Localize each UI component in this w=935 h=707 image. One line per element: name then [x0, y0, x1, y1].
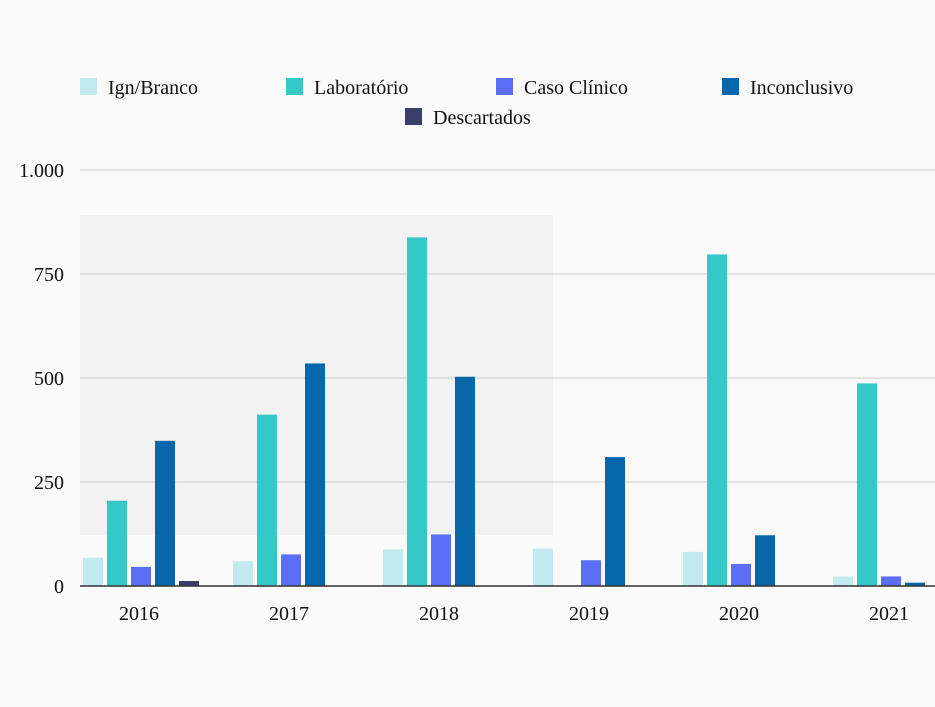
legend-item-descartados: Descartados: [405, 107, 531, 129]
bar-ign-branco-2016: [83, 557, 103, 586]
x-tick-label: 2018: [419, 603, 459, 625]
legend-swatch: [286, 78, 303, 95]
legend-label: Ign/Branco: [108, 77, 198, 99]
x-tick-label: 2016: [119, 603, 159, 625]
legend-swatch: [405, 108, 422, 125]
axes: 0 250 500 750 1.000 2016 2017 2018 2019 2020 2021: [19, 160, 935, 625]
bar-ign-branco-2017: [233, 561, 253, 586]
legend-swatch: [722, 78, 739, 95]
legend-label: Caso Clínico: [524, 77, 628, 99]
bars: [83, 237, 925, 586]
bar-laborat-rio-2021: [857, 383, 877, 586]
legend-swatch: [496, 78, 513, 95]
x-tick-label: 2020: [719, 603, 759, 625]
bar-inconclusivo-2021: [905, 582, 925, 586]
bar-inconclusivo-2016: [155, 440, 175, 586]
bar-inconclusivo-2017: [305, 363, 325, 586]
bar-inconclusivo-2018: [455, 376, 475, 586]
legend-item-inconclusivo: Inconclusivo: [722, 77, 853, 99]
bar-caso-cl-nico-2016: [131, 566, 151, 586]
legend-item-caso-cl-nico: Caso Clínico: [496, 77, 628, 99]
bar-inconclusivo-2019: [605, 457, 625, 586]
gridlines: [80, 169, 935, 483]
legend-item-ign-branco: Ign/Branco: [80, 77, 198, 99]
legend-label: Descartados: [433, 107, 531, 129]
y-tick-label: 250: [34, 472, 64, 494]
legend-item-laborat-rio: Laboratório: [286, 77, 408, 99]
bar-caso-cl-nico-2019: [581, 560, 601, 586]
bar-laborat-rio-2017: [257, 414, 277, 586]
bar-laborat-rio-2020: [707, 254, 727, 586]
bar-caso-cl-nico-2018: [431, 534, 451, 586]
bar-laborat-rio-2016: [107, 500, 127, 586]
legend-label: Inconclusivo: [750, 77, 853, 99]
legend-label: Laboratório: [314, 77, 408, 99]
bar-ign-branco-2018: [383, 549, 403, 586]
y-tick-label: 750: [34, 264, 64, 286]
y-tick-label: 1.000: [19, 160, 64, 182]
bar-caso-cl-nico-2020: [731, 563, 751, 586]
bar-descartados-2016: [179, 581, 199, 586]
y-tick-label: 0: [54, 576, 64, 598]
bar-ign-branco-2020: [683, 551, 703, 586]
y-tick-label: 500: [34, 368, 64, 390]
bar-laborat-rio-2018: [407, 237, 427, 586]
bar-ign-branco-2019: [533, 548, 553, 586]
bar-caso-cl-nico-2021: [881, 576, 901, 586]
x-tick-label: 2021: [869, 603, 909, 625]
bar-ign-branco-2021: [833, 576, 853, 586]
legend-swatch: [80, 78, 97, 95]
legend: Ign/Branco Laboratório Caso Clínico Inconcl…: [80, 77, 853, 129]
x-tick-label: 2019: [569, 603, 609, 625]
bar-caso-cl-nico-2017: [281, 554, 301, 586]
x-tick-label: 2017: [269, 603, 309, 625]
bar-inconclusivo-2020: [755, 535, 775, 586]
